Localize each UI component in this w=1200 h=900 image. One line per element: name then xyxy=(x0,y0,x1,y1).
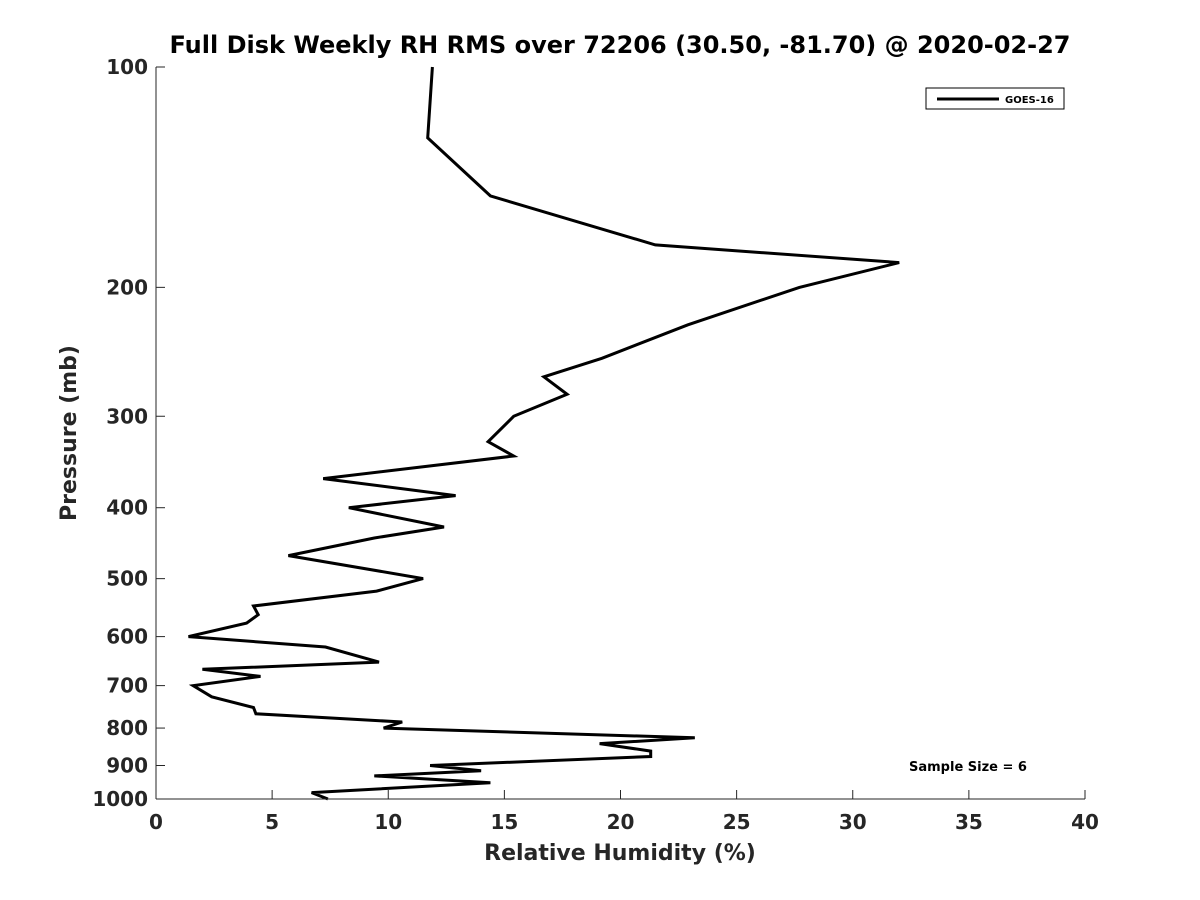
x-tick-label: 35 xyxy=(955,810,983,834)
y-ticks: 100 200 300 400 500 600 700 800 900 1000 xyxy=(92,55,165,811)
plot-background xyxy=(156,67,1085,799)
x-tick-label: 30 xyxy=(839,810,867,834)
y-tick-label: 500 xyxy=(106,567,148,591)
x-ticks: 0 5 10 15 20 25 30 35 40 xyxy=(149,790,1099,834)
y-tick-label: 100 xyxy=(106,55,148,79)
x-tick-label: 25 xyxy=(723,810,751,834)
series-layer xyxy=(188,66,900,801)
y-axis-label: Pressure (mb) xyxy=(57,345,82,521)
y-tick-label: 600 xyxy=(106,625,148,649)
x-axis-label: Relative Humidity (%) xyxy=(484,841,756,866)
x-tick-label: 20 xyxy=(607,810,635,834)
x-tick-label: 40 xyxy=(1071,810,1099,834)
series-line-goes-16 xyxy=(188,66,900,801)
x-tick-label: 0 xyxy=(149,810,163,834)
sample-size-annotation: Sample Size = 6 xyxy=(909,760,1027,775)
y-tick-label: 200 xyxy=(106,275,148,299)
y-tick-label: 800 xyxy=(106,716,148,740)
x-tick-label: 5 xyxy=(265,810,279,834)
legend: GOES-16 xyxy=(925,87,1065,110)
y-tick-label: 1000 xyxy=(92,787,148,811)
legend-label-goes-16: GOES-16 xyxy=(1005,95,1054,106)
y-tick-label: 400 xyxy=(106,496,148,520)
x-tick-label: 10 xyxy=(374,810,402,834)
y-tick-label: 700 xyxy=(106,674,148,698)
chart-title: Full Disk Weekly RH RMS over 72206 (30.5… xyxy=(169,31,1070,59)
y-tick-label: 300 xyxy=(106,404,148,428)
y-tick-label: 900 xyxy=(106,754,148,778)
x-tick-label: 15 xyxy=(490,810,518,834)
plot-area xyxy=(156,67,1085,799)
